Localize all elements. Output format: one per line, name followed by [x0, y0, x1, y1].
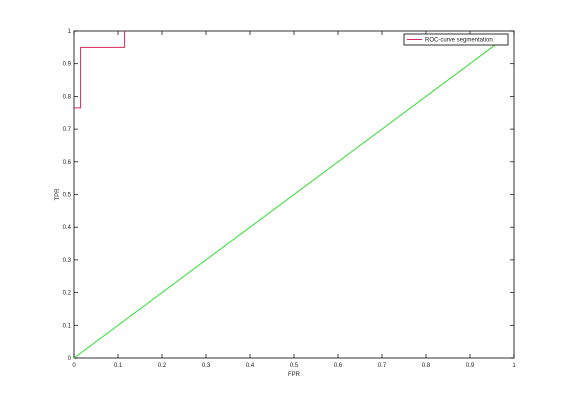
y-tick-label: 1	[68, 29, 72, 35]
x-tick-label: 0.7	[378, 363, 387, 369]
x-tick-label: 0	[72, 363, 76, 369]
y-tick-label: 0.7	[63, 127, 72, 133]
x-tick-label: 0.6	[334, 363, 343, 369]
y-tick-labels: 0 0.1 0.2 0.3 0.4 0.5 0.6 0.7 0.8 0.9 1	[63, 29, 72, 362]
roc-curve-line	[74, 31, 126, 109]
axis-ticks	[73, 30, 515, 359]
x-tick-labels: 0 0.1 0.2 0.3 0.4 0.5 0.6 0.7 0.8 0.9 1	[72, 363, 516, 369]
y-tick-label: 0.5	[63, 193, 72, 199]
y-axis-label: TPR	[55, 188, 61, 201]
y-tick-label: 0	[68, 356, 72, 362]
y-tick-label: 0.3	[63, 258, 72, 264]
legend: ROC-curve segmentation	[403, 33, 509, 46]
y-tick-label: 0.1	[63, 323, 72, 329]
y-tick-label: 0.9	[63, 62, 72, 68]
x-tick-label: 0.3	[202, 363, 211, 369]
diagonal-reference-line	[73, 40, 502, 359]
x-tick-label: 0.8	[422, 363, 431, 369]
legend-box	[403, 33, 509, 46]
x-tick-label: 0.9	[466, 363, 475, 369]
x-tick-label: 1	[512, 363, 516, 369]
x-tick-label: 0.1	[114, 363, 123, 369]
x-tick-label: 0.4	[246, 363, 255, 369]
x-tick-label: 0.2	[158, 363, 167, 369]
legend-label: ROC-curve segmentation	[425, 38, 493, 44]
series-layer	[73, 31, 502, 359]
y-tick-label: 0.4	[63, 225, 72, 231]
y-tick-label: 0.6	[63, 160, 72, 166]
x-axis-label: FPR	[288, 372, 301, 378]
y-tick-label: 0.8	[63, 94, 72, 100]
x-tick-label: 0.5	[290, 363, 299, 369]
y-tick-label: 0.2	[63, 291, 72, 297]
